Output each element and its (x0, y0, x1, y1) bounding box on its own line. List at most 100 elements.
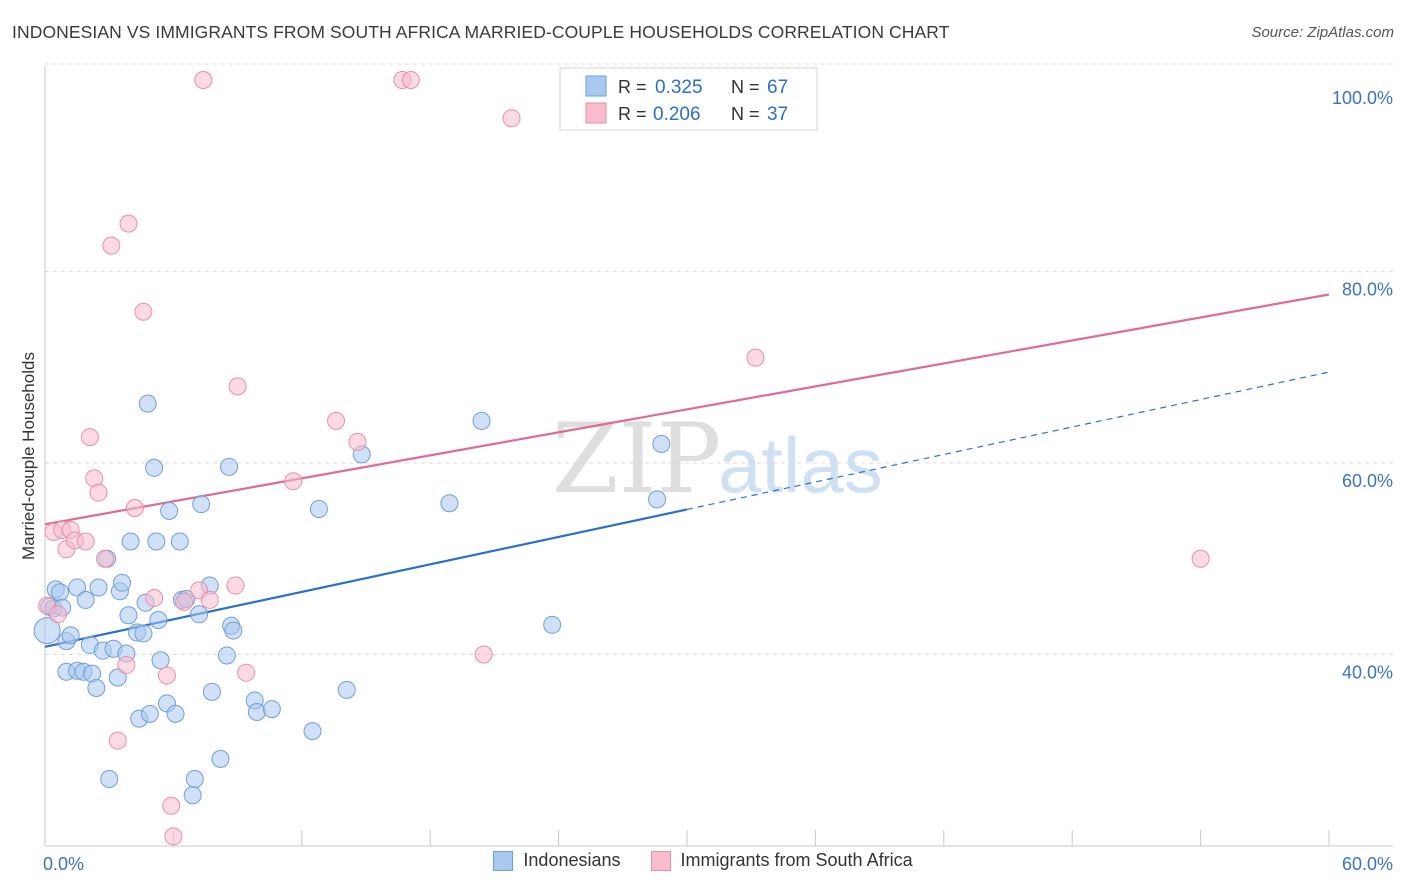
legend-marker-south-africa (650, 850, 671, 871)
point-indonesians-36 (151, 651, 170, 670)
legend-n-value-2: 37 (767, 104, 788, 125)
point-south-africa-26 (226, 576, 245, 595)
point-indonesians-44 (190, 605, 209, 624)
point-indonesians-32 (140, 704, 159, 723)
point-indonesians-19 (100, 769, 119, 788)
point-indonesians-50 (217, 646, 236, 665)
point-indonesians-40 (170, 532, 189, 551)
legend-item-south-africa[interactable]: Immigrants from South Africa (650, 850, 913, 871)
point-indonesians-31 (138, 394, 157, 413)
point-indonesians-62 (472, 411, 491, 430)
point-south-africa-35 (502, 109, 521, 128)
point-south-africa-25 (200, 590, 219, 609)
point-indonesians-38 (160, 501, 179, 520)
point-south-africa-37 (1191, 549, 1210, 568)
point-indonesians-23 (113, 573, 132, 592)
point-indonesians-65 (652, 434, 671, 453)
point-south-africa-28 (237, 663, 256, 682)
legend-label-south-africa: Immigrants from South Africa (680, 850, 913, 870)
point-south-africa-22 (175, 592, 194, 611)
legend-r-value-1: 0.325 (655, 77, 703, 98)
point-indonesians-35 (149, 611, 168, 630)
legend-r-label-2: R = (618, 104, 647, 124)
point-indonesians-58 (309, 499, 328, 518)
legend-n-label-2: N = (731, 104, 760, 124)
point-indonesians-25 (119, 606, 138, 625)
legend-n-value-1: 67 (767, 77, 788, 98)
point-south-africa-14 (117, 656, 136, 675)
point-indonesians-48 (202, 682, 221, 701)
legend-marker-indonesians (493, 850, 514, 871)
point-indonesians-53 (224, 621, 243, 640)
point-indonesians-49 (211, 749, 230, 768)
x-tick-label-max: 60.0% (1342, 854, 1393, 874)
point-indonesians-51 (220, 457, 239, 476)
y-tick-label-80: 80.0% (1342, 280, 1393, 300)
series-legend: Indonesians Immigrants from South Africa (0, 850, 1406, 871)
source-label: Source: ZipAtlas.com (1251, 24, 1394, 41)
point-indonesians-12 (76, 590, 95, 609)
point-indonesians-55 (247, 702, 266, 721)
point-layer (33, 71, 1210, 846)
legend-item-indonesians[interactable]: Indonesians (493, 850, 621, 871)
point-indonesians-0 (33, 617, 61, 645)
point-south-africa-10 (89, 483, 108, 502)
point-south-africa-19 (157, 666, 176, 685)
axis-layer (44, 66, 1393, 847)
watermark-zip: ZIP (552, 403, 721, 515)
point-south-africa-2 (48, 605, 67, 624)
point-south-africa-34 (474, 645, 493, 664)
point-south-africa-16 (125, 499, 144, 518)
point-south-africa-7 (76, 532, 95, 551)
legend-swatch-south-africa (585, 102, 607, 124)
point-indonesians-39 (166, 704, 185, 723)
grid-layer (44, 63, 1393, 846)
point-indonesians-63 (543, 615, 562, 634)
point-south-africa-30 (327, 411, 346, 430)
point-south-africa-24 (194, 71, 213, 89)
point-indonesians-45 (192, 495, 211, 514)
point-indonesians-34 (147, 532, 166, 551)
point-indonesians-29 (134, 624, 153, 643)
y-tick-label-40: 40.0% (1342, 663, 1393, 683)
point-south-africa-20 (162, 796, 181, 815)
point-south-africa-8 (80, 428, 99, 447)
point-south-africa-21 (164, 827, 183, 846)
point-indonesians-9 (68, 578, 87, 597)
point-south-africa-33 (401, 71, 420, 89)
watermark-atlas: atlas (718, 421, 883, 509)
legend-label-indonesians: Indonesians (523, 850, 621, 870)
legend-r-label-1: R = (618, 77, 647, 97)
trend-line-south-africa (44, 293, 1330, 526)
y-tick-label-100: 100.0% (1332, 88, 1393, 108)
point-south-africa-31 (348, 432, 367, 451)
point-indonesians-33 (145, 458, 164, 477)
point-indonesians-59 (337, 680, 356, 699)
point-indonesians-4 (50, 583, 69, 602)
point-indonesians-8 (61, 626, 80, 645)
correlation-legend: R = 0.325 N = 67 R = 0.206 N = 37 (559, 67, 818, 131)
point-south-africa-27 (228, 377, 247, 396)
point-indonesians-57 (303, 722, 322, 741)
tick-label-layer: 40.0% 60.0% 80.0% 100.0% 0.0% 60.0% (43, 88, 1393, 874)
legend-r-value-2: 0.206 (653, 104, 701, 125)
point-indonesians-16 (89, 578, 108, 597)
x-tick-label-min: 0.0% (43, 854, 84, 874)
point-south-africa-36 (746, 348, 765, 367)
point-south-africa-29 (284, 472, 303, 491)
point-indonesians-46 (183, 786, 202, 805)
legend-n-label-1: N = (731, 77, 760, 97)
point-indonesians-56 (262, 700, 281, 719)
chart-title: INDONESIAN VS IMMIGRANTS FROM SOUTH AFRI… (12, 22, 950, 42)
point-south-africa-11 (95, 549, 114, 568)
point-south-africa-17 (134, 302, 153, 321)
y-axis-label: Married-couple Households (19, 352, 38, 560)
point-indonesians-43 (185, 769, 204, 788)
point-indonesians-64 (648, 490, 667, 509)
point-indonesians-26 (121, 532, 140, 551)
point-indonesians-15 (87, 679, 106, 698)
y-tick-label-60: 60.0% (1342, 471, 1393, 491)
point-south-africa-12 (102, 236, 121, 255)
point-south-africa-13 (108, 731, 127, 750)
